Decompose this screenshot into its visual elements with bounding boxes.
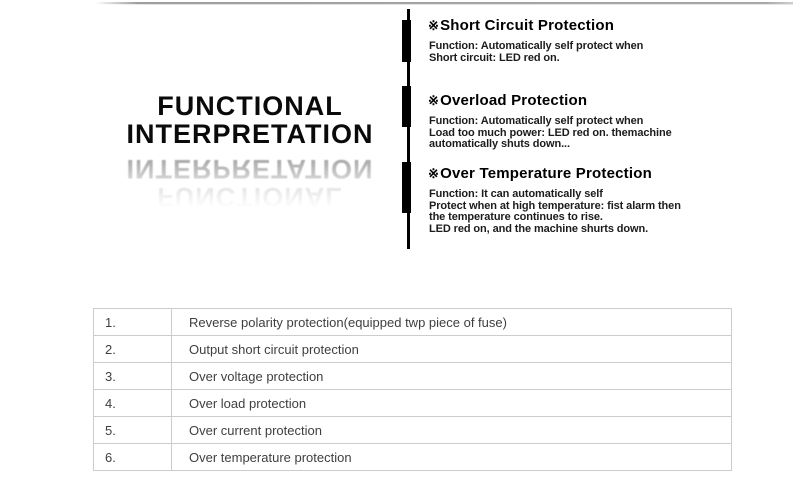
accent-bar-segment-1: [402, 20, 411, 62]
protection-table: 1. Reverse polarity protection(equipped …: [93, 308, 732, 471]
row-number-cell: 5.: [93, 416, 172, 444]
feature-overload: ※Overload Protection Function: Automatic…: [428, 92, 696, 151]
page-title: FUNCTIONAL INTERPRETATION: [107, 92, 393, 148]
feature-title: ※Short Circuit Protection: [428, 17, 696, 34]
feature-short-circuit: ※Short Circuit Protection Function: Auto…: [428, 17, 696, 64]
row-number-cell: 1.: [93, 308, 172, 336]
table-row: 2. Output short circuit protection: [93, 335, 732, 363]
reference-mark-icon: ※: [428, 166, 440, 181]
row-text-cell: Reverse polarity protection(equipped twp…: [171, 308, 732, 336]
accent-bar-line: [407, 9, 410, 249]
title-block: FUNCTIONAL INTERPRETATION FUNCTIONAL INT…: [107, 92, 393, 212]
feature-title-text: Over Temperature Protection: [440, 165, 652, 182]
table-row: 6. Over temperature protection: [93, 443, 732, 471]
title-line-1: FUNCTIONAL: [157, 91, 343, 121]
feature-title: ※Overload Protection: [428, 92, 696, 109]
row-number-cell: 2.: [93, 335, 172, 363]
top-divider-line: [95, 2, 793, 4]
feature-over-temperature: ※Over Temperature Protection Function: I…: [428, 165, 696, 235]
row-text-cell: Over load protection: [171, 389, 732, 417]
row-text-cell: Over temperature protection: [171, 443, 732, 471]
row-number-cell: 6.: [93, 443, 172, 471]
row-text-cell: Output short circuit protection: [171, 335, 732, 363]
reference-mark-icon: ※: [428, 18, 440, 33]
accent-bar-segment-2: [402, 86, 411, 127]
table-row: 3. Over voltage protection: [93, 362, 732, 390]
title-line-2: INTERPRETATION: [126, 119, 374, 149]
title-reflection-line-2: INTERPRETATION: [126, 154, 374, 184]
feature-description: Function: It can automatically self Prot…: [429, 188, 681, 235]
feature-title-text: Short Circuit Protection: [440, 17, 615, 34]
table-row: 4. Over load protection: [93, 389, 732, 417]
title-reflection-line-1: FUNCTIONAL: [157, 182, 343, 212]
row-text-cell: Over current protection: [171, 416, 732, 444]
row-number-cell: 3.: [93, 362, 172, 390]
feature-title-text: Overload Protection: [440, 92, 588, 109]
reference-mark-icon: ※: [428, 93, 440, 108]
table-row: 1. Reverse polarity protection(equipped …: [93, 308, 732, 336]
title-reflection: FUNCTIONAL INTERPRETATION: [107, 154, 393, 212]
row-number-cell: 4.: [93, 389, 172, 417]
table-row: 5. Over current protection: [93, 416, 732, 444]
accent-bar-segment-3: [402, 162, 411, 213]
feature-description: Function: Automatically self protect whe…: [429, 115, 672, 150]
feature-description: Function: Automatically self protect whe…: [429, 40, 644, 64]
top-divider-shadow: [95, 4, 793, 5]
feature-title: ※Over Temperature Protection: [428, 165, 696, 182]
row-text-cell: Over voltage protection: [171, 362, 732, 390]
